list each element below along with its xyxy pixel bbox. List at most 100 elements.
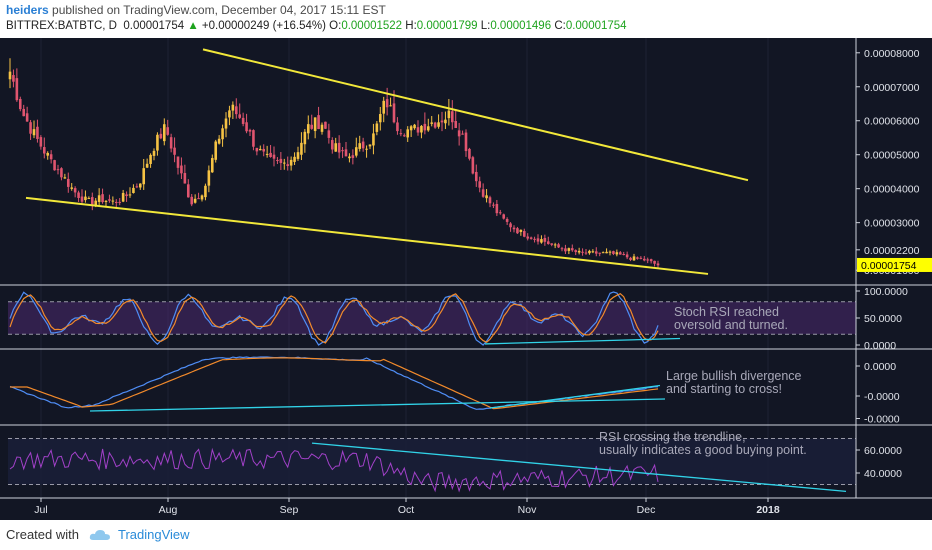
change-value: +0.00000249 (+16.54%) (201, 20, 326, 32)
stoch-annotation-line-2: oversold and turned. (674, 318, 788, 332)
stoch-trendline[interactable] (484, 337, 681, 345)
tradingview-cloud-icon (89, 530, 110, 540)
candle-body (272, 154, 276, 159)
upper-trendline[interactable] (202, 48, 749, 182)
candle-body (313, 117, 317, 132)
candle-body (39, 137, 43, 147)
candle-body (241, 117, 245, 124)
candle-body (639, 257, 643, 259)
candle-body (423, 123, 427, 131)
candle-body (56, 169, 60, 171)
candle-body (553, 244, 557, 246)
candle-body (457, 130, 461, 137)
stoch-tick-label: 0.0000 (864, 340, 896, 352)
candle-body (32, 129, 36, 136)
author-link[interactable]: heiders (6, 3, 49, 17)
rsi-trendline[interactable] (311, 442, 847, 493)
price-value: 0.00001754 (123, 20, 185, 32)
price-tick-label: 0.00008000 (864, 48, 920, 60)
stoch-tick-label: 50.0000 (864, 313, 902, 325)
candle-body (111, 200, 115, 202)
candle-body (584, 252, 588, 254)
candle-body (447, 110, 451, 119)
candle-body (365, 148, 368, 150)
candle-body (512, 227, 516, 230)
candle-body (255, 147, 259, 152)
candle-body (581, 251, 584, 253)
candle-body (29, 122, 32, 134)
candle-body (149, 154, 152, 164)
candle-body (269, 152, 272, 157)
candle-body (649, 259, 653, 262)
candle-body (526, 236, 530, 239)
macd-tick-label: -0.0000 (864, 414, 900, 426)
up-arrow-icon: ▲ (187, 20, 199, 32)
candle-body (632, 256, 636, 261)
price-tick-label: 0.00006000 (864, 116, 920, 128)
candle-body (330, 140, 334, 150)
candle-body (8, 71, 12, 80)
candle-body (378, 114, 382, 123)
candle-body (190, 196, 194, 205)
rsi-annotation-line-2: usually indicates a good buying point. (599, 443, 807, 457)
candle-body (327, 130, 331, 138)
rsi-tick-label: 60.0000 (864, 445, 902, 457)
candle-body (180, 165, 183, 174)
rsi-pane (8, 438, 856, 493)
price-trendlines (25, 48, 749, 275)
candle-body (334, 143, 338, 152)
tradingview-link[interactable]: TradingView (118, 527, 190, 542)
lower-trendline[interactable] (25, 196, 709, 275)
macd-annotation-line-2: and starting to cross! (666, 382, 782, 396)
price-tick-label: 0.00004000 (864, 184, 920, 196)
candle-body (430, 122, 434, 124)
candle-body (94, 200, 98, 206)
macd-trendline-upper[interactable] (489, 384, 661, 409)
candle-body (125, 194, 128, 196)
candle-body (454, 120, 458, 128)
chart-canvas[interactable]: 0.00008000 0.00007000 0.00006000 0.00005000… (0, 38, 932, 520)
candle-body (210, 158, 214, 173)
candle-body (426, 126, 430, 131)
time-tick-label: Oct (398, 504, 414, 516)
candle-body (159, 133, 163, 139)
candle-body (437, 122, 440, 127)
candle-body (193, 198, 197, 203)
candle-body (361, 141, 365, 149)
candle-body (214, 141, 218, 160)
candle-body (509, 223, 512, 228)
candle-body (464, 132, 468, 152)
candle-body (49, 154, 53, 160)
candle-body (262, 148, 266, 152)
symbol-label: BITTREX:BATBTC, D (6, 20, 117, 32)
candle-body (474, 171, 478, 182)
candle-body (77, 192, 80, 198)
candle-body (533, 238, 536, 240)
candle-body (354, 147, 358, 156)
candle-body (176, 156, 180, 168)
candle-body (138, 183, 142, 188)
stoch-annotation-line-1: Stoch RSI reached (674, 305, 779, 319)
candle-body (348, 156, 351, 159)
candle-body (36, 126, 39, 139)
stoch-tick-label: 100.0000 (864, 286, 908, 298)
macd-trendline-lower[interactable] (89, 398, 666, 412)
price-axis-bg (856, 38, 932, 520)
footer: Created with TradingView (0, 520, 932, 550)
rsi-line (9, 447, 659, 493)
candle-body (293, 156, 296, 162)
price-tick-label: 0.00002200 (864, 245, 920, 257)
candle-body (173, 147, 176, 155)
open-label: O: (329, 20, 342, 32)
candle-body (375, 123, 379, 132)
candle-body (12, 75, 15, 82)
candle-body (519, 229, 523, 232)
candle-body (296, 152, 300, 159)
candle-body (646, 259, 650, 261)
candle-body (84, 196, 87, 201)
open-value: 0.00001522 (341, 20, 403, 32)
candle-body (498, 212, 502, 214)
candle-body (152, 150, 156, 156)
candle-body (468, 148, 471, 159)
candle-body (492, 204, 495, 206)
